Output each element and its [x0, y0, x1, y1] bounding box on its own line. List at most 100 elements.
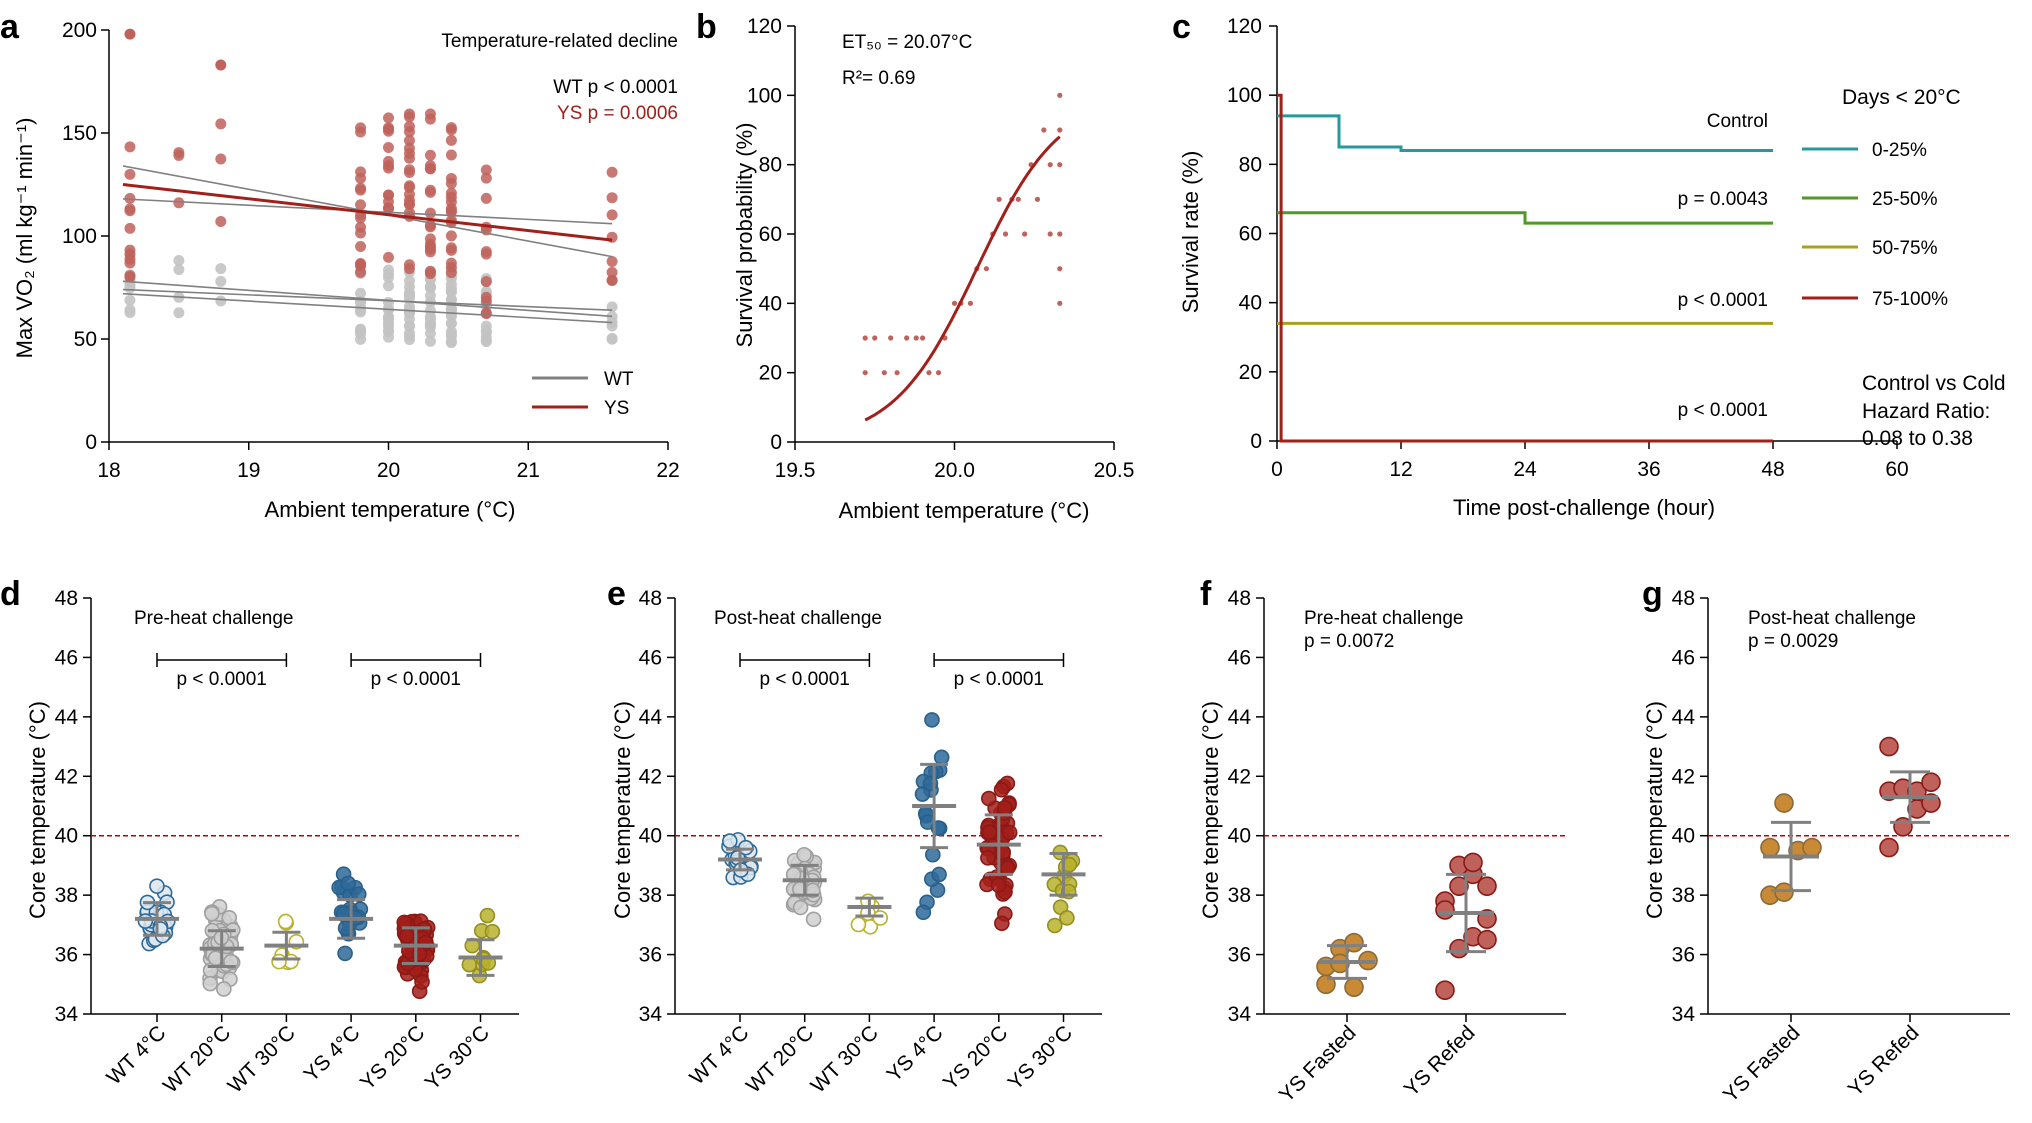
- chart-d-point: [414, 974, 430, 990]
- chart-c-hazard-3: 0.08 to 0.38: [1862, 427, 1973, 450]
- chart-a-ys-point: [383, 141, 394, 153]
- chart-b-ytick-label: 60: [759, 223, 782, 246]
- chart-a-ys-point: [403, 142, 415, 154]
- chart-a-ys-point: [424, 241, 436, 253]
- chart-a-wt-point: [355, 323, 367, 335]
- chart-c-series-line: [1277, 211, 1773, 225]
- chart-c-xtick-label: 60: [1885, 458, 1908, 481]
- chart-b-point: [967, 300, 974, 306]
- panel-letter-g: g: [1642, 575, 1663, 613]
- chart-e-point: [990, 877, 1007, 893]
- chart-b-annot-et: ET₅₀ = 20.07°C: [842, 32, 972, 53]
- chart-a-ys-point: [445, 149, 457, 161]
- chart-g-point: [1760, 837, 1780, 858]
- chart-a-ys-point: [424, 163, 436, 175]
- chart-f-point: [1344, 932, 1364, 953]
- chart-a-stat-wt: WT p < 0.0001: [553, 77, 678, 98]
- chart-e-point: [996, 800, 1013, 816]
- chart-a-ys-point: [445, 244, 457, 256]
- chart-g-title: Post-heat challenge: [1748, 608, 1916, 629]
- chart-a-ytick-label: 100: [62, 225, 97, 248]
- chart-a-ys-point: [215, 59, 227, 71]
- chart-d-point: [340, 875, 356, 892]
- chart-a-ys-point: [355, 266, 367, 278]
- chart-f-ytick-label: 38: [1228, 884, 1251, 907]
- chart-a-xtick-label: 19: [237, 459, 260, 482]
- chart-a-ytick-label: 0: [85, 431, 97, 454]
- chart-a-ys-point: [124, 270, 136, 282]
- chart-d-xtick-label: YS 4°C: [300, 1021, 365, 1086]
- panel-letter-d: d: [0, 575, 21, 613]
- chart-b-ytick-label: 40: [759, 292, 782, 315]
- panel-letter-f: f: [1200, 575, 1212, 613]
- chart-d-point: [350, 886, 367, 903]
- chart-e-point: [994, 915, 1010, 932]
- chart-c-ytick-label: 20: [1239, 361, 1262, 384]
- chart-a-wt-point: [383, 280, 394, 292]
- chart-c-ytick-label: 80: [1239, 153, 1262, 176]
- chart-a-ys-point: [480, 291, 492, 303]
- panel-letter-e: e: [607, 575, 626, 613]
- panel-letter-c: c: [1172, 8, 1191, 46]
- chart-d-point: [461, 956, 478, 973]
- chart-e-point: [925, 846, 941, 863]
- chart-b-point: [920, 335, 926, 341]
- chart-b-point: [894, 370, 900, 376]
- chart-f-ytick-label: 46: [1228, 646, 1251, 669]
- chart-c-ytick-label: 40: [1239, 292, 1262, 315]
- chart-d-ytick-label: 34: [55, 1003, 79, 1026]
- chart-f-point: [1435, 900, 1455, 920]
- chart-e-point: [931, 866, 947, 883]
- chart-a-xtick-label: 18: [97, 459, 120, 482]
- chart-e-xtick-label: WT 20°C: [742, 1021, 818, 1097]
- chart-a-ys-point: [403, 134, 415, 146]
- chart-a-wt-point: [124, 294, 136, 306]
- chart-d-title: Pre-heat challenge: [134, 608, 294, 629]
- chart-a-wt-point: [403, 304, 415, 316]
- chart-f-point: [1477, 876, 1497, 897]
- chart-a-ys-point: [480, 192, 492, 204]
- chart-b-point: [1057, 127, 1063, 133]
- chart-e-ylabel: Core temperature (°C): [610, 701, 635, 919]
- chart-c-ytick-label: 60: [1239, 223, 1262, 246]
- chart-e-point: [1001, 824, 1018, 841]
- chart-a-xtick-label: 21: [517, 459, 540, 482]
- chart-a-wt-point: [445, 294, 457, 306]
- chart-f-ylabel: Core temperature (°C): [1198, 701, 1223, 919]
- chart-c-xtick-label: 0: [1271, 458, 1283, 481]
- chart-a-wt-point: [215, 295, 227, 307]
- chart-a-wt-point: [445, 318, 457, 330]
- chart-b-point: [1057, 300, 1063, 306]
- chart-c-series-line: [1277, 114, 1773, 152]
- chart-f-ytick-label: 44: [1228, 706, 1252, 729]
- chart-a-wt-point: [403, 289, 415, 301]
- chart-d-xtick-label: YS 30°C: [421, 1021, 494, 1094]
- chart-e-point: [722, 833, 738, 849]
- chart-e-point: [1046, 917, 1063, 934]
- chart-d-xtick-label: YS 20°C: [356, 1021, 429, 1094]
- chart-a-ys-point: [445, 187, 457, 199]
- chart-d-ytick-label: 46: [55, 646, 78, 669]
- chart-c-xlabel: Time post-challenge (hour): [1453, 495, 1715, 520]
- chart-a-ys-point: [383, 155, 394, 167]
- chart-c-xtick-label: 24: [1513, 458, 1537, 481]
- chart-a-wt-point: [445, 326, 457, 338]
- chart-a-wt-point: [606, 311, 618, 323]
- chart-c-series-label: p < 0.0001: [1678, 290, 1768, 311]
- chart-g-xtick-label: YS Refed: [1844, 1021, 1924, 1101]
- chart-a-wt-point: [480, 326, 492, 338]
- chart-a-ys-point: [445, 261, 457, 273]
- chart-a-ys-point: [445, 230, 457, 242]
- chart-c-series-label: p = 0.0043: [1678, 189, 1768, 210]
- chart-c-series-label: Control: [1707, 111, 1768, 132]
- chart-d-ytick-label: 38: [55, 884, 78, 907]
- chart-a-ylabel: Max VO₂ (ml kg⁻¹ min⁻¹): [12, 118, 37, 359]
- chart-e-bracket-label: p < 0.0001: [760, 669, 850, 690]
- chart-d-point: [271, 953, 287, 970]
- chart-f-title: Pre-heat challenge: [1304, 608, 1464, 629]
- chart-e-xtick-label: YS 20°C: [939, 1021, 1012, 1094]
- chart-b-xtick-label: 19.5: [775, 459, 816, 482]
- chart-d-point: [479, 907, 496, 924]
- chart-a-ys-point: [383, 189, 394, 201]
- chart-b-point: [872, 335, 878, 341]
